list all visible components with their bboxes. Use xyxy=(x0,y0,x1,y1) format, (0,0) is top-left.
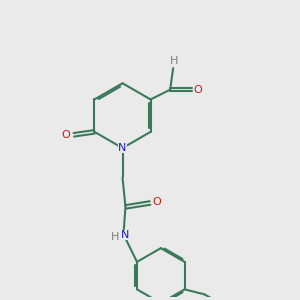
Text: H: H xyxy=(110,232,119,242)
Text: O: O xyxy=(193,85,202,94)
Text: N: N xyxy=(121,230,130,240)
Text: O: O xyxy=(61,130,70,140)
Text: O: O xyxy=(152,197,161,207)
Text: N: N xyxy=(118,143,127,153)
Text: H: H xyxy=(170,56,178,66)
